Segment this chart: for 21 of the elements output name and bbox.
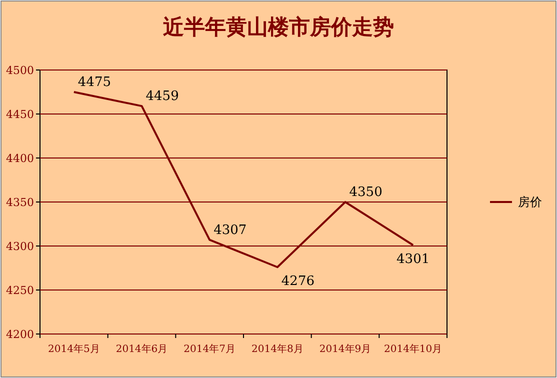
data-label: 4307 <box>214 222 247 238</box>
data-label: 4276 <box>281 274 315 290</box>
y-tick-label: 4350 <box>6 196 34 209</box>
x-tick-label: 2014年5月 <box>48 343 100 355</box>
y-tick-label: 4450 <box>6 108 34 121</box>
data-label: 4301 <box>396 252 430 268</box>
y-tick-label: 4300 <box>6 240 34 253</box>
x-tick-label: 2014年10月 <box>384 343 442 355</box>
x-tick-label: 2014年8月 <box>252 343 304 355</box>
data-label: 4459 <box>146 89 179 104</box>
x-tick-label: 2014年9月 <box>319 343 372 355</box>
legend-label: 房价 <box>518 195 542 209</box>
data-label: 4350 <box>349 185 382 200</box>
y-tick-label: 4250 <box>6 284 34 297</box>
x-tick-label: 2014年6月 <box>116 343 168 355</box>
data-label: 4475 <box>78 75 112 90</box>
y-tick-label: 4200 <box>6 328 34 341</box>
chart-title: 近半年黄山楼市房价走势 <box>162 14 394 39</box>
y-tick-label: 4500 <box>6 64 34 77</box>
x-tick-label: 2014年7月 <box>184 343 236 355</box>
y-tick-label: 4400 <box>6 152 34 165</box>
